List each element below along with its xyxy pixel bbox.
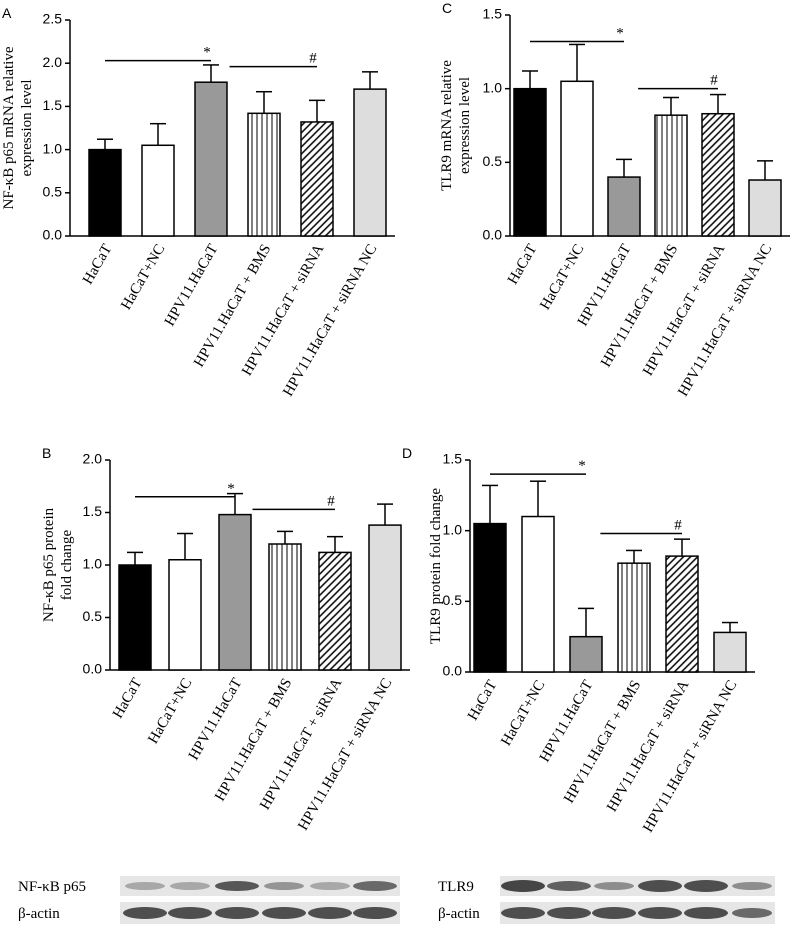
x-tick-label: HPV11.HaCaT + siRNA NC xyxy=(640,678,740,836)
y-tick-label: 0.0 xyxy=(483,227,503,243)
bar xyxy=(473,522,507,673)
y-tick-label: 2.5 xyxy=(43,11,63,27)
bar xyxy=(617,562,651,673)
x-tick-label: HaCaT xyxy=(110,676,146,722)
panel-label: C xyxy=(442,0,452,16)
x-tick-label: HPV11.HaCaT + siRNA NC xyxy=(675,242,775,400)
blot-label: β-actin xyxy=(18,906,60,922)
bar xyxy=(665,555,699,673)
y-tick-label: 1.0 xyxy=(43,140,63,156)
bar xyxy=(268,543,302,671)
significance-mark: # xyxy=(327,493,335,509)
significance-mark: * xyxy=(616,26,624,42)
y-tick-label: 1.0 xyxy=(443,521,463,537)
panel-label: B xyxy=(42,445,51,461)
y-tick-label: 0.0 xyxy=(443,663,463,679)
bar xyxy=(654,114,688,237)
x-tick-label: HaCaT+NC xyxy=(537,242,587,313)
y-tick-label: 1.0 xyxy=(483,79,503,95)
bar xyxy=(141,144,175,237)
y-tick-label: 0.5 xyxy=(43,184,63,200)
bar xyxy=(368,524,402,671)
y-axis-label: expression level xyxy=(19,79,35,176)
x-tick-label: HaCaT xyxy=(505,242,541,288)
blot-label: TLR9 xyxy=(438,879,474,895)
bar xyxy=(569,635,603,673)
bar xyxy=(218,513,252,671)
bar xyxy=(713,631,747,673)
significance-mark: * xyxy=(203,45,211,61)
x-tick-label: HaCaT+NC xyxy=(118,242,168,313)
y-tick-label: 1.5 xyxy=(483,6,503,22)
blot-label: NF-κB p65 xyxy=(18,879,86,895)
significance-mark: # xyxy=(309,51,317,67)
bar xyxy=(607,176,641,237)
significance-mark: # xyxy=(674,517,682,533)
x-tick-label: HaCaT+NC xyxy=(498,678,548,749)
bar xyxy=(300,121,334,237)
bar xyxy=(353,88,387,237)
y-tick-label: 0.5 xyxy=(443,592,463,608)
panel-label: D xyxy=(402,445,412,461)
bar xyxy=(513,87,547,237)
y-axis-label: expression level xyxy=(457,77,473,174)
bar xyxy=(168,559,202,671)
y-tick-label: 0.0 xyxy=(83,661,103,677)
x-tick-label: HaCaT xyxy=(465,678,501,724)
bar xyxy=(88,148,122,237)
panel-label: A xyxy=(2,5,12,21)
y-tick-label: 0.0 xyxy=(43,227,63,243)
x-tick-label: HPV11.HaCaT xyxy=(162,242,222,329)
x-tick-label: HaCaT xyxy=(80,242,116,288)
bar xyxy=(748,179,782,237)
x-tick-label: HaCaT+NC xyxy=(145,676,195,747)
significance-mark: * xyxy=(578,458,586,474)
bar xyxy=(521,515,555,673)
y-tick-label: 0.5 xyxy=(83,608,103,624)
x-tick-label: HPV11.HaCaT xyxy=(186,676,246,763)
significance-mark: * xyxy=(227,481,235,497)
significance-mark: # xyxy=(710,73,718,89)
y-axis-label: NF-κB p65 mRNA relative xyxy=(1,46,17,209)
bar xyxy=(194,81,228,237)
blot-label: β-actin xyxy=(438,906,480,922)
blot-images xyxy=(120,876,775,924)
y-tick-label: 2.0 xyxy=(83,451,103,467)
bar xyxy=(318,551,352,671)
x-tick-label: HPV11.HaCaT + siRNA xyxy=(604,678,692,815)
bar xyxy=(118,564,152,671)
y-axis-label: TLR9 mRNA relative xyxy=(439,60,455,191)
y-tick-label: 1.0 xyxy=(83,556,103,572)
x-tick-label: HPV11.HaCaT + siRNA xyxy=(640,242,728,379)
y-axis-label: fold change xyxy=(59,529,75,600)
bar xyxy=(247,112,281,237)
y-axis-label: TLR9 protein fold change xyxy=(428,488,444,645)
y-tick-label: 1.5 xyxy=(443,451,463,467)
bar xyxy=(701,112,735,237)
x-tick-label: HPV11.HaCaT + siRNA NC xyxy=(295,676,395,834)
y-tick-label: 0.5 xyxy=(483,153,503,169)
bar xyxy=(560,80,594,237)
y-tick-label: 1.5 xyxy=(43,97,63,113)
y-tick-label: 2.0 xyxy=(43,54,63,70)
y-tick-label: 1.5 xyxy=(83,503,103,519)
x-tick-label: HPV11.HaCaT + siRNA NC xyxy=(280,242,380,400)
y-axis-label: NF-κB p65 protein xyxy=(41,507,57,622)
